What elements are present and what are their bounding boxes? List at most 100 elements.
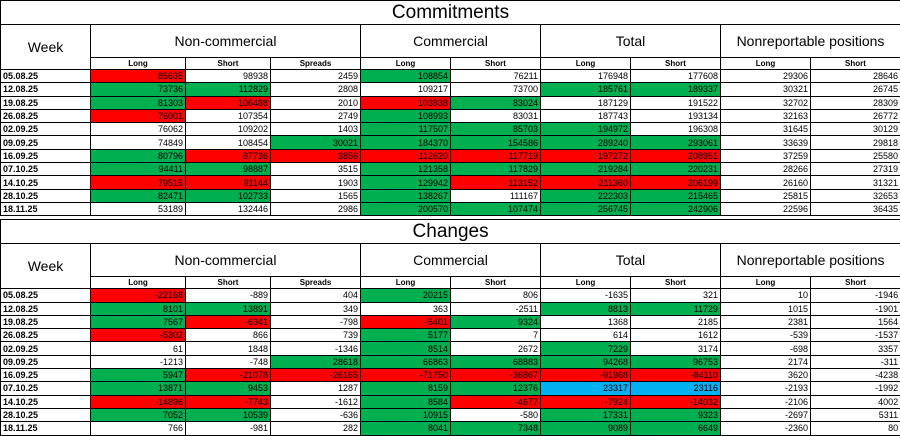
value-cell: 404 <box>271 289 361 302</box>
value-cell: -539 <box>721 329 811 342</box>
week-cell: 05.08.25 <box>1 70 91 83</box>
value-cell: 13891 <box>186 302 271 315</box>
value-cell: 87736 <box>186 149 271 162</box>
value-cell: 2010 <box>271 96 361 109</box>
value-cell: 23116 <box>631 382 721 395</box>
value-cell: 28309 <box>811 96 900 109</box>
group-header: Nonreportable positions <box>721 244 900 277</box>
value-cell: 108993 <box>361 109 451 122</box>
sub-header: Short <box>811 58 900 70</box>
value-cell: 83031 <box>451 109 541 122</box>
value-cell: 94268 <box>541 355 631 368</box>
group-header: Total <box>541 25 721 58</box>
week-cell: 14.10.25 <box>1 395 91 408</box>
value-cell: 211360 <box>541 176 631 189</box>
value-cell: 208951 <box>631 149 721 162</box>
value-cell: 189337 <box>631 83 721 96</box>
value-cell: -798 <box>271 315 361 328</box>
value-cell: -580 <box>451 408 541 421</box>
week-cell: 12.08.25 <box>1 302 91 315</box>
value-cell: 1903 <box>271 176 361 189</box>
value-cell: 20215 <box>361 289 451 302</box>
week-cell: 07.10.25 <box>1 163 91 176</box>
value-cell: 106488 <box>186 96 271 109</box>
value-cell: 2986 <box>271 202 361 215</box>
value-cell: -22168 <box>91 289 186 302</box>
value-cell: -2106 <box>721 395 811 408</box>
value-cell: 94411 <box>91 163 186 176</box>
value-cell: -36867 <box>451 369 541 382</box>
sub-header: Long <box>541 58 631 70</box>
sub-header: Short <box>186 277 271 289</box>
value-cell: 32163 <box>721 109 811 122</box>
value-cell: 12376 <box>451 382 541 395</box>
value-cell: -4677 <box>451 395 541 408</box>
sub-header: Short <box>451 58 541 70</box>
value-cell: -311 <box>811 355 900 368</box>
value-cell: -21078 <box>186 369 271 382</box>
value-cell: -7924 <box>541 395 631 408</box>
value-cell: -1346 <box>271 342 361 355</box>
value-cell: -698 <box>721 342 811 355</box>
value-cell: 176948 <box>541 70 631 83</box>
value-cell: -71750 <box>361 369 451 382</box>
value-cell: 2749 <box>271 109 361 122</box>
value-cell: 36435 <box>811 202 900 215</box>
value-cell: 25580 <box>811 149 900 162</box>
value-cell: 766 <box>91 422 186 435</box>
value-cell: -1612 <box>271 395 361 408</box>
value-cell: -14896 <box>91 395 186 408</box>
value-cell: 26160 <box>721 176 811 189</box>
value-cell: 2672 <box>451 342 541 355</box>
value-cell: 107474 <box>451 202 541 215</box>
week-cell: 09.09.25 <box>1 355 91 368</box>
value-cell: 2459 <box>271 70 361 83</box>
value-cell: 98938 <box>186 70 271 83</box>
value-cell: 194972 <box>541 123 631 136</box>
value-cell: 614 <box>541 329 631 342</box>
week-cell: 07.10.25 <box>1 382 91 395</box>
value-cell: 806 <box>451 289 541 302</box>
group-header: Commercial <box>361 25 541 58</box>
group-header: Nonreportable positions <box>721 25 900 58</box>
value-cell: 4002 <box>811 395 900 408</box>
value-cell: 96753 <box>631 355 721 368</box>
value-cell: -2511 <box>451 302 541 315</box>
week-cell: 09.09.25 <box>1 136 91 149</box>
value-cell: 37259 <box>721 149 811 162</box>
sub-header: Short <box>631 277 721 289</box>
week-cell: 12.08.25 <box>1 83 91 96</box>
sub-header: Long <box>721 277 811 289</box>
value-cell: 219284 <box>541 163 631 176</box>
value-cell: 22596 <box>721 202 811 215</box>
value-cell: 28266 <box>721 163 811 176</box>
group-header: Non-commercial <box>91 25 361 58</box>
value-cell: 2808 <box>271 83 361 96</box>
value-cell: 25815 <box>721 189 811 202</box>
value-cell: 113152 <box>451 176 541 189</box>
value-cell: 9089 <box>541 422 631 435</box>
value-cell: 82471 <box>91 189 186 202</box>
value-cell: 154586 <box>451 136 541 149</box>
value-cell: 74849 <box>91 136 186 149</box>
value-cell: 7348 <box>451 422 541 435</box>
value-cell: 9453 <box>186 382 271 395</box>
value-cell: 117829 <box>451 163 541 176</box>
value-cell: -91968 <box>541 369 631 382</box>
table-title: Changes <box>1 220 900 244</box>
value-cell: 111167 <box>451 189 541 202</box>
value-cell: 53189 <box>91 202 186 215</box>
week-cell: 16.09.25 <box>1 149 91 162</box>
week-cell: 16.09.25 <box>1 369 91 382</box>
